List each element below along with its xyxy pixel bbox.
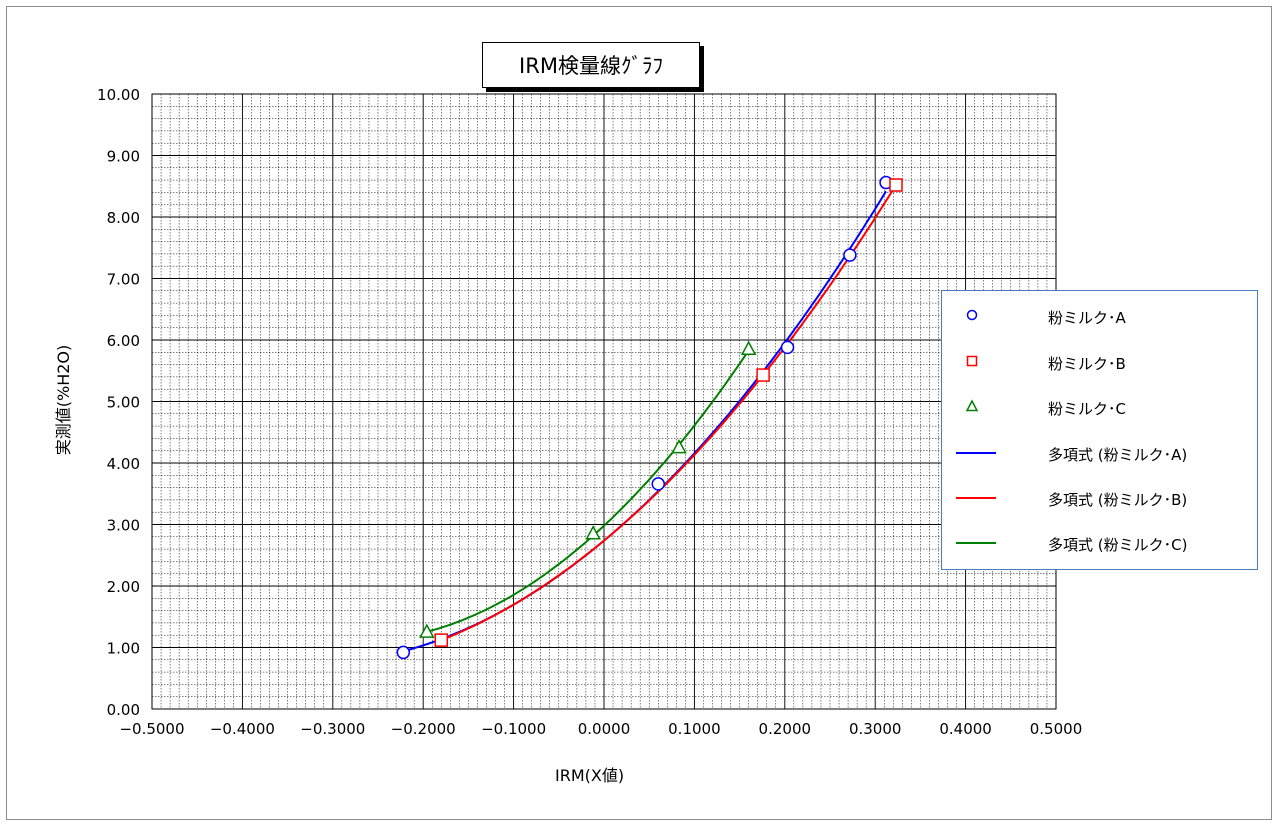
y-tick-label: 2.00 (107, 578, 140, 596)
y-tick-label: 9.00 (107, 148, 140, 166)
trend-line (440, 184, 897, 642)
legend-label: 粉ミルク･B (1048, 355, 1126, 373)
data-point (434, 633, 449, 647)
legend-item-series-a: 粉ミルク･A (942, 304, 1257, 328)
y-tick-label: 1.00 (107, 640, 140, 658)
circle-marker-icon (966, 309, 978, 321)
line-sample-icon (956, 497, 996, 499)
legend-label: 粉ミルク･C (1048, 400, 1126, 418)
x-tick-label: 0.3000 (849, 720, 902, 738)
legend-item-trend-b: 多項式 (粉ミルク･B) (942, 486, 1257, 510)
y-tick-label: 6.00 (107, 332, 140, 350)
x-tick-label: 0.5000 (1030, 720, 1083, 738)
x-tick-label: −0.4000 (210, 720, 275, 738)
y-axis-title: 実測値(%H2O) (54, 344, 73, 456)
legend-label: 多項式 (粉ミルク･B) (1048, 491, 1188, 509)
x-tick-label: 0.2000 (759, 720, 812, 738)
y-tick-labels: 0.00 1.00 2.00 3.00 4.00 5.00 6.00 7.00 8.00 9.00… (97, 86, 140, 719)
x-tick-label: 0.1000 (668, 720, 721, 738)
legend-item-series-c: 粉ミルク･C (942, 395, 1257, 419)
y-tick-label: 0.00 (107, 701, 140, 719)
data-point (585, 525, 601, 540)
y-tick-label: 4.00 (107, 455, 140, 473)
legend-item-trend-c: 多項式 (粉ミルク･C) (942, 531, 1257, 555)
x-tick-label: −0.1000 (481, 720, 546, 738)
data-markers (396, 175, 903, 660)
x-tick-label: 0.4000 (939, 720, 992, 738)
legend-label: 粉ミルク･A (1048, 309, 1126, 327)
data-point (740, 340, 757, 355)
data-point (419, 623, 435, 638)
y-tick-label: 10.00 (97, 86, 140, 104)
line-sample-icon (956, 542, 996, 544)
data-point (651, 477, 665, 491)
legend: 粉ミルク･A 粉ミルク･B 粉ミルク･C 多項式 (粉ミルク･A) 多項式 (粉… (941, 290, 1258, 570)
y-tick-label: 8.00 (107, 209, 140, 227)
line-sample-icon (956, 452, 996, 454)
legend-item-series-b: 粉ミルク･B (942, 350, 1257, 374)
x-tick-label: −0.5000 (119, 720, 184, 738)
x-tick-labels: −0.5000 −0.4000 −0.3000 −0.2000 −0.1000 0.000… (119, 720, 1082, 738)
data-point (780, 340, 795, 355)
legend-label: 多項式 (粉ミルク･C) (1048, 536, 1188, 554)
chart-title: IRM検量線ｸﾞﾗﾌ (482, 42, 700, 88)
trend-line (426, 349, 750, 633)
x-tick-label: −0.2000 (391, 720, 456, 738)
legend-label: 多項式 (粉ミルク･A) (1048, 446, 1188, 464)
square-marker-icon (966, 355, 978, 367)
y-tick-label: 7.00 (107, 271, 140, 289)
data-point (843, 248, 857, 262)
trend-lines (403, 184, 897, 653)
x-axis-title: IRM(X値) (555, 766, 625, 785)
data-point (889, 178, 903, 192)
legend-item-trend-a: 多項式 (粉ミルク･A) (942, 441, 1257, 465)
chart-title-text: IRM検量線ｸﾞﾗﾌ (519, 54, 663, 78)
x-tick-label: 0.0000 (578, 720, 631, 738)
data-point (396, 645, 411, 660)
y-tick-label: 5.00 (107, 394, 140, 412)
data-point (671, 439, 687, 454)
x-tick-label: −0.3000 (300, 720, 365, 738)
data-point (756, 368, 770, 382)
triangle-marker-icon (965, 399, 979, 412)
y-tick-label: 3.00 (107, 517, 140, 535)
